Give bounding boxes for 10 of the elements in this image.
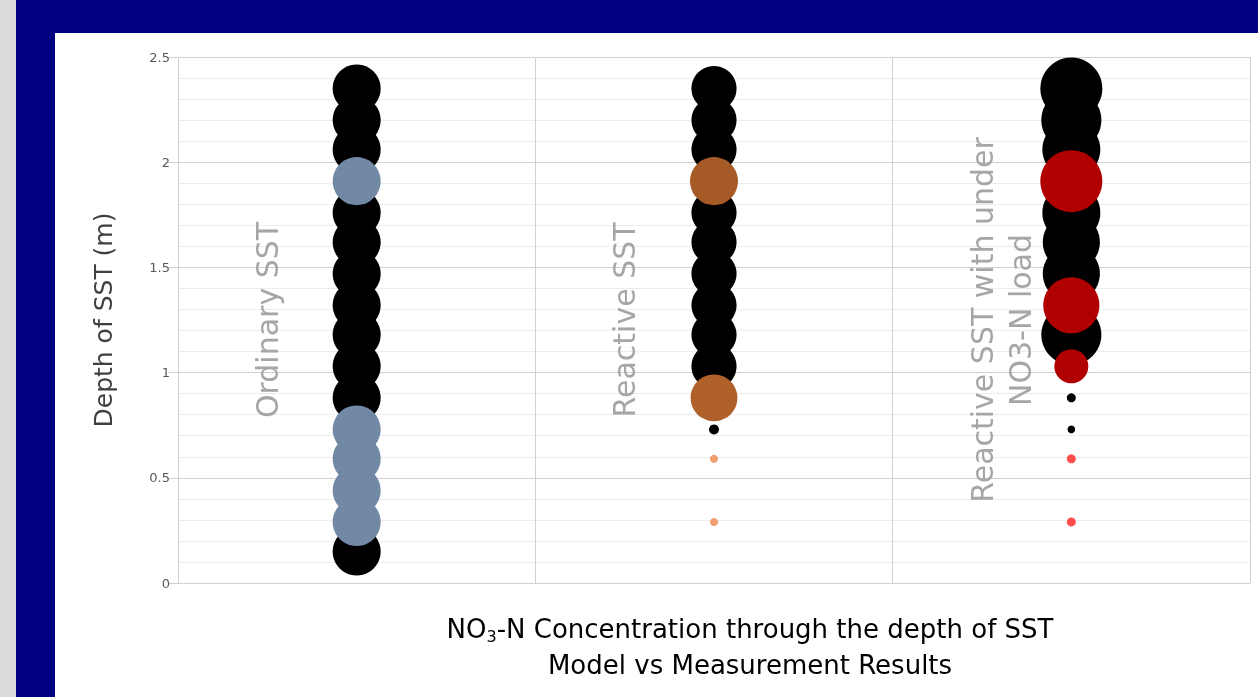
annotation: Reactive SST with under NO3-N load [964, 136, 1038, 503]
y-tick-label: 1 [161, 365, 170, 381]
y-tick-label: 2 [161, 154, 170, 170]
y-axis-title: Depth of SST (m) [89, 212, 118, 428]
y-tick-label: 1.5 [149, 259, 170, 275]
y-tick-label: 0.5 [149, 470, 170, 486]
y-tick-label: 2.5 [149, 49, 170, 65]
annotation: Ordinary SST [249, 221, 285, 419]
y-tick-label: 0 [161, 575, 170, 591]
annotation: Reactive SST [607, 221, 643, 418]
